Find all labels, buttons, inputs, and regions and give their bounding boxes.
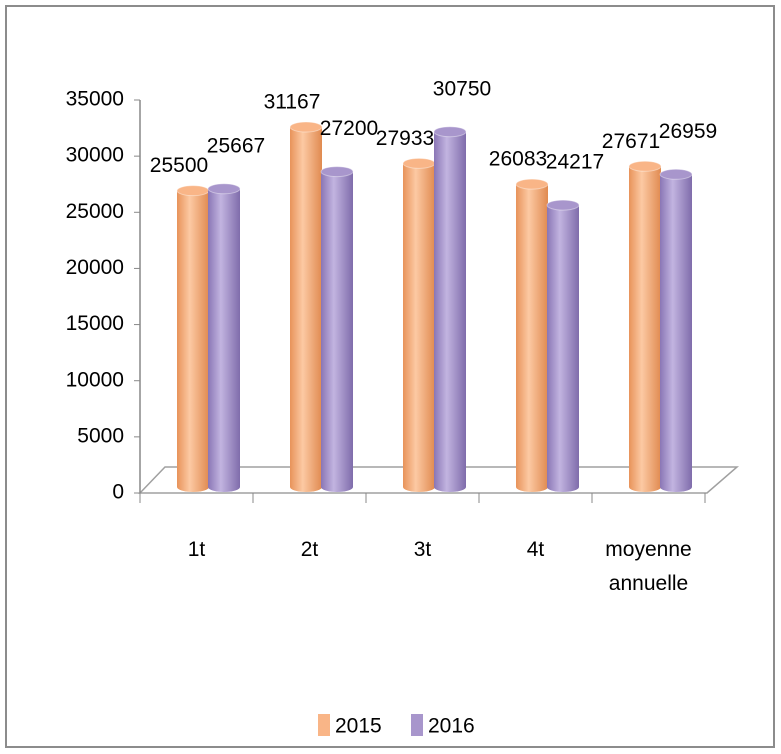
data-label: 30750: [433, 77, 491, 100]
x-tick-label: 1t: [187, 538, 206, 561]
x-tick-label-box: 2t: [300, 538, 319, 561]
y-tick-label: 30000: [66, 144, 124, 167]
data-label: 25667: [207, 134, 265, 157]
data-label: 24217: [546, 151, 604, 174]
bar-top: [628, 160, 662, 172]
bar: [177, 190, 209, 487]
data-label: 27671: [602, 130, 660, 153]
data-label: 27200: [320, 117, 378, 140]
y-tick-label: 0: [112, 481, 124, 504]
bar: [516, 184, 548, 487]
bar: [403, 163, 435, 488]
bar: [660, 174, 692, 487]
bar-top: [433, 126, 467, 138]
y-tick-label: 20000: [66, 256, 124, 279]
data-label: 31167: [264, 91, 321, 114]
x-tick-label: moyenne annuelle: [605, 538, 692, 595]
data-label: 26959: [659, 120, 717, 143]
bar-top: [320, 166, 354, 178]
legend-label: 2016: [428, 715, 475, 738]
bar: [434, 131, 466, 487]
bar-top: [176, 185, 210, 197]
bar-top: [546, 199, 580, 211]
x-tick-label: 2t: [300, 538, 319, 561]
y-tick-label: 10000: [66, 368, 124, 391]
legend-swatch: [318, 714, 330, 736]
x-tick-label-box: 4t: [526, 538, 545, 561]
y-tick-label: 25000: [66, 200, 124, 223]
x-tick-label: 4t: [526, 538, 545, 561]
bar-top: [515, 178, 549, 190]
y-tick-label: 35000: [66, 88, 124, 111]
bar-top: [207, 183, 241, 195]
bar: [547, 205, 579, 487]
floor: [138, 466, 740, 494]
x-tick-label-box: moyenne annuelle: [605, 538, 692, 595]
legend-label: 2015: [335, 715, 382, 738]
bar-top: [659, 168, 693, 180]
data-label: 25500: [150, 154, 208, 177]
data-label: 27933: [376, 127, 434, 150]
y-tick-label: 5000: [77, 424, 124, 447]
bar: [208, 188, 240, 487]
bar: [290, 127, 322, 487]
legend-swatch: [411, 714, 423, 736]
bar-top: [402, 157, 436, 169]
bar: [629, 166, 661, 488]
data-label: 26083: [489, 148, 547, 171]
x-tick-label: 3t: [413, 538, 432, 561]
y-tick-label: 15000: [66, 312, 124, 335]
bar: [321, 171, 353, 487]
x-tick-label-box: 1t: [187, 538, 206, 561]
bar-top: [289, 121, 323, 133]
x-tick-label-box: 3t: [413, 538, 432, 561]
